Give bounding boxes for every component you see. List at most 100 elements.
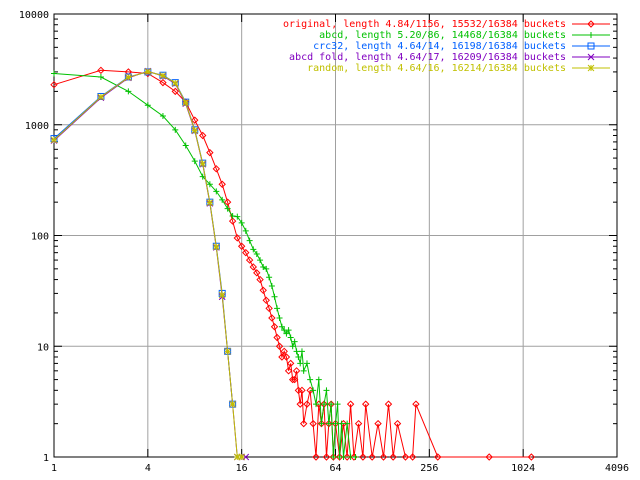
data-point-series-1 — [212, 165, 221, 173]
data-point-series-1 — [288, 375, 297, 384]
data-point-series-1 — [97, 66, 105, 75]
data-point-series-5 — [233, 453, 241, 461]
legend-label-5: random, length 4.64/16, 16214/16384 buck… — [307, 63, 566, 74]
data-point-series-2 — [274, 305, 281, 312]
data-point-series-1 — [325, 419, 333, 428]
data-point-series-1 — [206, 148, 214, 157]
data-point-series-1 — [343, 453, 351, 461]
data-point-series-2 — [318, 420, 325, 427]
data-point-series-5 — [182, 99, 190, 107]
data-point-series-1 — [50, 80, 58, 89]
data-point-series-1 — [412, 400, 420, 408]
data-point-series-1 — [262, 296, 270, 304]
data-point-series-2 — [330, 454, 337, 460]
data-point-series-2 — [257, 257, 264, 264]
data-point-series-2 — [334, 401, 341, 408]
legend-marker-3 — [587, 42, 595, 50]
data-point-series-5 — [229, 400, 236, 408]
data-point-series-1 — [315, 400, 323, 408]
data-point-series-1 — [354, 419, 363, 428]
x-tick-label: 256 — [420, 463, 438, 474]
data-point-series-1 — [384, 400, 393, 408]
data-point-series-2 — [242, 227, 249, 234]
data-point-series-5 — [218, 291, 226, 299]
series-line-5 — [53, 71, 242, 458]
data-point-series-2 — [298, 348, 305, 355]
legend-marker-1 — [587, 20, 595, 28]
data-point-series-1 — [199, 131, 207, 140]
data-point-series-2 — [268, 282, 275, 289]
data-point-series-5 — [159, 72, 167, 79]
x-tick-label: 1 — [51, 463, 57, 474]
data-point-series-2 — [340, 454, 347, 460]
data-point-series-2 — [352, 454, 359, 460]
data-point-series-2 — [321, 401, 327, 408]
data-point-series-2 — [238, 219, 245, 226]
data-point-series-2 — [297, 360, 304, 367]
data-point-series-2 — [219, 196, 226, 203]
legend-marker-2 — [588, 32, 594, 38]
data-point-series-1 — [259, 286, 267, 295]
data-point-series-2 — [338, 420, 345, 427]
data-point-series-5 — [212, 243, 220, 251]
data-point-series-2 — [295, 353, 302, 360]
data-point-series-2 — [289, 343, 296, 350]
data-point-series-1 — [268, 314, 276, 322]
data-point-series-1 — [322, 453, 331, 461]
data-point-series-2 — [97, 73, 104, 80]
data-point-series-1 — [346, 400, 355, 408]
x-tick-label: 4096 — [605, 463, 629, 474]
data-point-series-1 — [249, 263, 258, 271]
data-point-series-2 — [206, 181, 213, 188]
data-point-series-1 — [299, 419, 308, 428]
data-point-series-1 — [389, 453, 397, 461]
data-point-series-2 — [293, 348, 300, 355]
x-tick-label: 4 — [145, 463, 151, 474]
data-point-series-2 — [172, 126, 179, 133]
legend-marker-4 — [587, 53, 595, 61]
data-point-series-5 — [238, 453, 246, 461]
data-point-series-1 — [379, 453, 388, 461]
data-point-series-1 — [303, 400, 311, 408]
data-point-series-1 — [527, 453, 536, 461]
data-point-series-5 — [144, 68, 152, 75]
data-point-series-2 — [303, 360, 310, 367]
y-tick-label: 10 — [37, 342, 49, 353]
data-point-series-1 — [191, 116, 199, 124]
legend-marker-5 — [587, 64, 595, 72]
x-tick-label: 64 — [329, 463, 341, 474]
data-point-series-1 — [306, 386, 314, 395]
data-point-series-2 — [313, 401, 320, 408]
y-tick-label: 10000 — [19, 10, 49, 21]
data-point-series-1 — [359, 453, 367, 461]
data-point-series-2 — [283, 330, 290, 337]
data-point-series-2 — [271, 293, 278, 300]
data-point-series-1 — [270, 323, 279, 331]
data-point-series-1 — [253, 269, 261, 277]
data-point-series-2 — [300, 367, 307, 374]
data-point-series-1 — [256, 275, 264, 284]
data-point-series-2 — [51, 70, 57, 77]
data-point-series-1 — [273, 333, 281, 342]
legend-label-2: abcd, length 5.20/86, 14468/16384 bucket… — [319, 30, 566, 41]
data-point-series-2 — [250, 246, 257, 253]
data-point-series-5 — [206, 199, 214, 206]
data-point-series-1 — [401, 453, 410, 461]
data-point-series-2 — [159, 112, 166, 119]
data-point-series-2 — [191, 158, 198, 165]
data-point-series-1 — [275, 342, 284, 350]
x-tick-label: 16 — [236, 463, 248, 474]
data-point-series-2 — [328, 401, 335, 408]
data-point-series-1 — [242, 248, 250, 257]
legend-label-4: abcd fold, length 4.64/17, 16209/16384 b… — [289, 52, 566, 63]
series-line-3 — [53, 71, 234, 405]
data-point-series-1 — [309, 419, 317, 428]
data-point-series-1 — [298, 386, 306, 395]
data-point-series-2 — [260, 263, 267, 270]
data-point-series-5 — [199, 160, 207, 168]
data-point-series-1 — [218, 180, 226, 188]
data-point-series-2 — [278, 323, 285, 330]
series-line-2 — [53, 73, 356, 458]
data-point-series-1 — [296, 400, 304, 408]
data-point-series-1 — [171, 87, 179, 96]
